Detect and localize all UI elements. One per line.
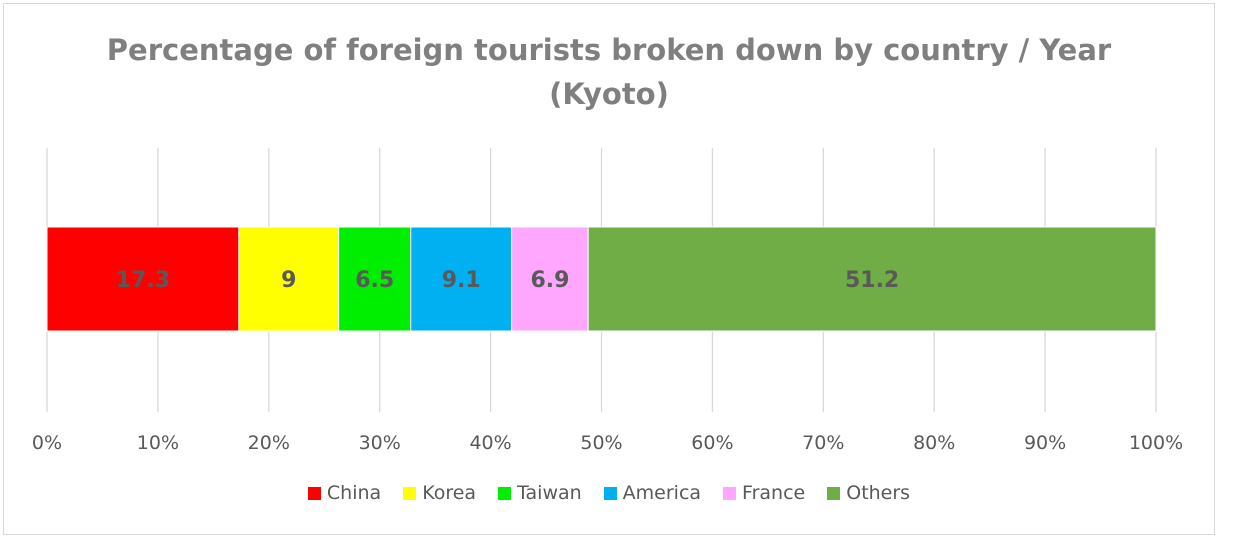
bar-segment-others xyxy=(587,226,1157,332)
legend-item-others: Others xyxy=(827,482,910,504)
legend-item-china: China xyxy=(307,482,382,504)
data-label-china: 17.3 xyxy=(116,268,170,293)
x-tick-label-8: 80% xyxy=(913,432,955,454)
bar-segments xyxy=(46,226,1157,332)
x-tick-label-3: 30% xyxy=(359,432,401,454)
legend-swatch-others xyxy=(827,486,841,500)
data-label-others: 51.2 xyxy=(845,268,899,293)
x-tick-label-1: 10% xyxy=(137,432,179,454)
legend-swatch-america xyxy=(603,486,617,500)
x-tick-label-10: 100% xyxy=(1129,432,1183,454)
x-tick-label-5: 50% xyxy=(580,432,622,454)
legend-label-korea: Korea xyxy=(422,482,477,504)
legend-swatch-china xyxy=(307,486,321,500)
data-label-korea: 9 xyxy=(281,268,296,293)
x-tick-label-2: 20% xyxy=(248,432,290,454)
x-axis-tick-labels: 0% 10% 20% 30% 40% 50% 60% 70% 80% 90% 100% xyxy=(32,432,1183,454)
chart-title-line-1: Percentage of foreign tourists broken do… xyxy=(106,33,1112,67)
x-tick-label-7: 70% xyxy=(802,432,844,454)
bar-segment-korea xyxy=(238,226,340,332)
data-label-france: 6.9 xyxy=(530,268,569,293)
x-tick-label-6: 60% xyxy=(691,432,733,454)
legend-item-france: France xyxy=(723,482,805,504)
legend-label-others: Others xyxy=(846,482,911,504)
x-tick-label-9: 90% xyxy=(1024,432,1066,454)
data-label-taiwan: 6.5 xyxy=(355,268,394,293)
legend-label-china: China xyxy=(326,482,382,504)
legend-label-france: France xyxy=(742,482,806,504)
bar-segment-china xyxy=(46,226,240,332)
legend-item-korea: Korea xyxy=(403,482,476,504)
legend-swatch-france xyxy=(723,486,737,500)
chart-title: Percentage of foreign tourists broken do… xyxy=(0,28,1218,116)
data-labels: 17.3 9 6.5 9.1 6.9 51.2 xyxy=(116,268,899,293)
legend-label-taiwan: Taiwan xyxy=(517,482,582,504)
chart-title-line-2: (Kyoto) xyxy=(549,77,669,111)
legend-item-taiwan: Taiwan xyxy=(498,482,582,504)
legend-swatch-taiwan xyxy=(498,486,512,500)
data-label-america: 9.1 xyxy=(442,268,481,293)
legend-item-america: America xyxy=(603,482,702,504)
bar-segment-france xyxy=(511,226,589,332)
legend: China Korea Taiwan America France Others xyxy=(0,482,1218,504)
legend-label-america: America xyxy=(622,482,702,504)
legend-swatch-korea xyxy=(403,486,417,500)
x-tick-label-4: 40% xyxy=(469,432,511,454)
x-tick-label-0: 0% xyxy=(32,432,62,454)
